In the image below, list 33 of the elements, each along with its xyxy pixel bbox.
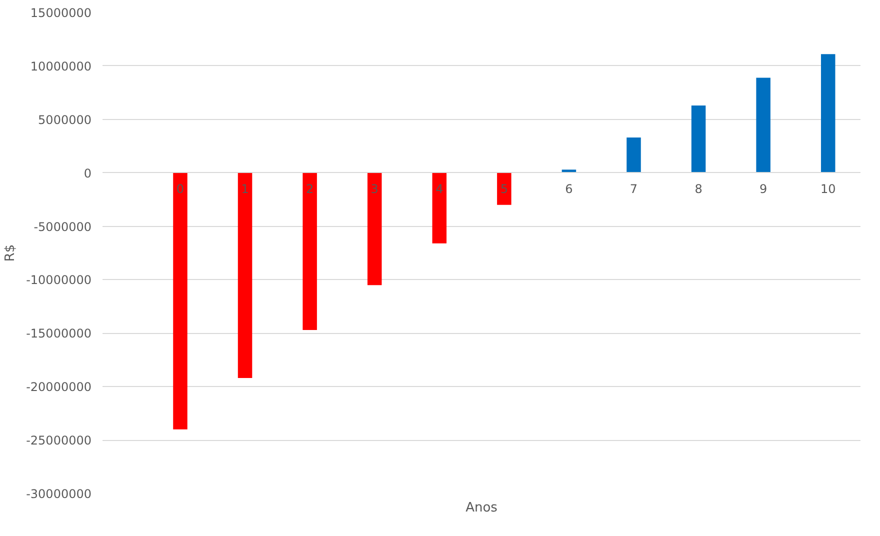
y-tick-label: -5000000 xyxy=(34,220,92,234)
y-tick-label: -10000000 xyxy=(26,273,92,288)
bar xyxy=(238,172,252,378)
y-tick-label: -15000000 xyxy=(26,326,92,341)
bar xyxy=(497,172,512,205)
y-tick-label: -30000000 xyxy=(26,487,92,501)
y-tick-label: 10000000 xyxy=(30,59,92,74)
y-axis-title: R$ xyxy=(3,244,18,262)
x-axis-title: Anos xyxy=(466,500,498,516)
bar xyxy=(432,172,447,244)
y-tick-label: -25000000 xyxy=(26,434,92,448)
x-tick-label: 4 xyxy=(436,182,444,196)
y-tick-label: 15000000 xyxy=(30,6,92,20)
x-tick-label: 1 xyxy=(241,182,249,196)
x-tick-label: 3 xyxy=(370,182,378,196)
x-tick-label: 6 xyxy=(565,182,573,196)
y-tick-label: 0 xyxy=(84,166,92,180)
x-tick-label: 2 xyxy=(306,182,314,196)
bar xyxy=(756,78,770,173)
y-tick-label: 5000000 xyxy=(38,112,92,127)
bar xyxy=(302,172,317,330)
x-tick-label: 10 xyxy=(820,182,836,196)
y-tick-label: -20000000 xyxy=(26,380,92,394)
x-tick-label: 8 xyxy=(694,182,702,196)
bar xyxy=(626,138,641,173)
x-tick-label: 5 xyxy=(500,182,508,196)
bar xyxy=(367,172,382,286)
x-tick-label: 7 xyxy=(630,182,638,196)
bar xyxy=(691,105,706,173)
bar xyxy=(820,54,836,173)
x-tick-label: 0 xyxy=(176,182,184,196)
bar xyxy=(173,172,188,430)
x-tick-label: 9 xyxy=(760,182,768,196)
